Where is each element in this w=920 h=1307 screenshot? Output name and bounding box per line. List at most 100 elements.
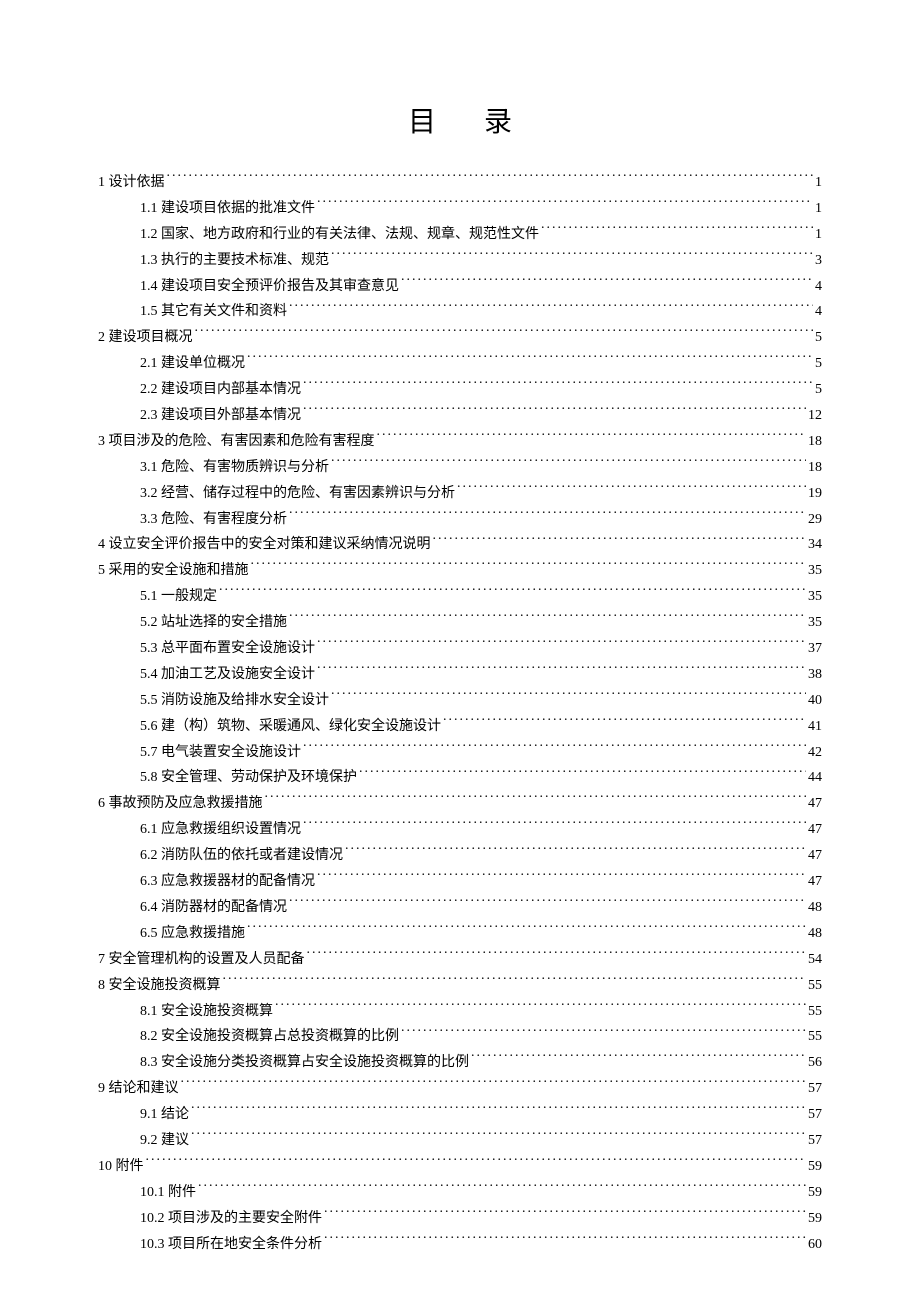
toc-dot-leader: [198, 1182, 806, 1196]
toc-entry: 7 安全管理机构的设置及人员配备 54: [98, 947, 822, 973]
toc-entry: 6 事故预防及应急救援措施 47: [98, 791, 822, 817]
toc-entry: 5.2 站址选择的安全措施35: [98, 610, 822, 636]
toc-entry: 1.3 执行的主要技术标准、规范3: [98, 248, 822, 274]
toc-label: 6.1 应急救援组织设置情况: [140, 817, 301, 843]
toc-page-number: 37: [808, 636, 822, 662]
toc-dot-leader: [443, 716, 806, 730]
toc-dot-leader: [303, 819, 806, 833]
toc-page-number: 57: [808, 1128, 822, 1154]
toc-label: 5.4 加油工艺及设施安全设计: [140, 662, 315, 688]
toc-label: 3 项目涉及的危险、有害因素和危险有害程度: [98, 429, 375, 455]
toc-entry: 5.3 总平面布置安全设施设计37: [98, 636, 822, 662]
toc-page-number: 47: [808, 817, 822, 843]
toc-page-number: 57: [808, 1076, 822, 1102]
toc-entry: 3 项目涉及的危险、有害因素和危险有害程度 18: [98, 429, 822, 455]
toc-dot-leader: [345, 845, 806, 859]
toc-label: 6.2 消防队伍的依托或者建设情况: [140, 843, 343, 869]
toc-page-number: 35: [808, 610, 822, 636]
toc-page-number: 48: [808, 895, 822, 921]
toc-label: 6 事故预防及应急救援措施: [98, 791, 263, 817]
toc-label: 5.5 消防设施及给排水安全设计: [140, 688, 329, 714]
toc-label: 2.1 建设单位概况: [140, 351, 245, 377]
toc-page-number: 44: [808, 765, 822, 791]
toc-page-number: 18: [808, 429, 822, 455]
toc-entry: 4 设立安全评价报告中的安全对策和建议采纳情况说明34: [98, 532, 822, 558]
toc-dot-leader: [289, 897, 806, 911]
toc-dot-leader: [167, 172, 814, 186]
toc-dot-leader: [303, 379, 813, 393]
toc-label: 7 安全管理机构的设置及人员配备: [98, 947, 305, 973]
toc-page-number: 1: [815, 170, 822, 196]
toc-label: 5.8 安全管理、劳动保护及环境保护: [140, 765, 357, 791]
toc-label: 6.5 应急救援措施: [140, 921, 245, 947]
toc-label: 9.1 结论: [140, 1102, 189, 1128]
toc-entry: 1.1 建设项目依据的批准文件 1: [98, 196, 822, 222]
toc-entry: 6.2 消防队伍的依托或者建设情况47: [98, 843, 822, 869]
toc-dot-leader: [457, 483, 806, 497]
toc-dot-leader: [289, 612, 806, 626]
toc-page-number: 35: [808, 584, 822, 610]
toc-dot-leader: [331, 457, 806, 471]
toc-dot-leader: [331, 690, 806, 704]
toc-label: 6.4 消防器材的配备情况: [140, 895, 287, 921]
toc-page-number: 55: [808, 999, 822, 1025]
toc-dot-leader: [331, 250, 813, 264]
toc-page-number: 47: [808, 869, 822, 895]
toc-entry: 1.4 建设项目安全预评价报告及其审查意见4: [98, 274, 822, 300]
toc-page-number: 59: [808, 1154, 822, 1180]
toc-entry: 5.1 一般规定35: [98, 584, 822, 610]
toc-dot-leader: [317, 664, 806, 678]
toc-label: 2.3 建设项目外部基本情况: [140, 403, 301, 429]
toc-label: 10.1 附件: [140, 1180, 196, 1206]
toc-entry: 1.2 国家、地方政府和行业的有关法律、法规、规章、规范性文件1: [98, 222, 822, 248]
toc-label: 1.5 其它有关文件和资料: [140, 299, 287, 325]
toc-dot-leader: [401, 276, 813, 290]
toc-entry: 3.2 经营、储存过程中的危险、有害因素辨识与分析19: [98, 481, 822, 507]
toc-page-number: 55: [808, 973, 822, 999]
toc-page-number: 47: [808, 791, 822, 817]
toc-page-number: 41: [808, 714, 822, 740]
toc-page-number: 5: [815, 351, 822, 377]
toc-page-number: 1: [815, 196, 822, 222]
toc-dot-leader: [247, 353, 813, 367]
toc-entry: 9.1 结论 57: [98, 1102, 822, 1128]
toc-entry: 10.3 项目所在地安全条件分析60: [98, 1232, 822, 1258]
toc-entry: 10 附件59: [98, 1154, 822, 1180]
toc-label: 5.6 建（构）筑物、采暖通风、绿化安全设施设计: [140, 714, 441, 740]
toc-entry: 8.1 安全设施投资概算55: [98, 999, 822, 1025]
toc-dot-leader: [433, 534, 807, 548]
toc-page-number: 1: [815, 222, 822, 248]
toc-page-number: 57: [808, 1102, 822, 1128]
toc-dot-leader: [146, 1156, 807, 1170]
toc-page-number: 3: [815, 248, 822, 274]
toc-entry: 6.3 应急救援器材的配备情况47: [98, 869, 822, 895]
toc-entry: 3.3 危险、有害程度分析29: [98, 507, 822, 533]
toc-label: 3.2 经营、储存过程中的危险、有害因素辨识与分析: [140, 481, 455, 507]
toc-page-number: 5: [815, 325, 822, 351]
toc-page-number: 55: [808, 1024, 822, 1050]
toc-label: 3.3 危险、有害程度分析: [140, 507, 287, 533]
toc-label: 2 建设项目概况: [98, 325, 193, 351]
toc-dot-leader: [359, 767, 806, 781]
toc-entry: 5.5 消防设施及给排水安全设计40: [98, 688, 822, 714]
toc-dot-leader: [324, 1208, 806, 1222]
toc-entry: 8.3 安全设施分类投资概算占安全设施投资概算的比例56: [98, 1050, 822, 1076]
toc-page-number: 54: [808, 947, 822, 973]
toc-entry: 3.1 危险、有害物质辨识与分析18: [98, 455, 822, 481]
toc-page-number: 56: [808, 1050, 822, 1076]
toc-entry: 2 建设项目概况 5: [98, 325, 822, 351]
toc-label: 1.1 建设项目依据的批准文件: [140, 196, 315, 222]
toc-page-number: 34: [808, 532, 822, 558]
toc-entry: 10.1 附件59: [98, 1180, 822, 1206]
toc-page-number: 18: [808, 455, 822, 481]
toc-entry: 5 采用的安全设施和措施 35: [98, 558, 822, 584]
toc-page-number: 59: [808, 1206, 822, 1232]
toc-dot-leader: [195, 327, 814, 341]
toc-dot-leader: [303, 742, 806, 756]
toc-entry: 10.2 项目涉及的主要安全附件59: [98, 1206, 822, 1232]
toc-page-number: 42: [808, 740, 822, 766]
toc-entry: 5.4 加油工艺及设施安全设计38: [98, 662, 822, 688]
toc-label: 5 采用的安全设施和措施: [98, 558, 249, 584]
toc-page-number: 35: [808, 558, 822, 584]
toc-dot-leader: [317, 198, 813, 212]
